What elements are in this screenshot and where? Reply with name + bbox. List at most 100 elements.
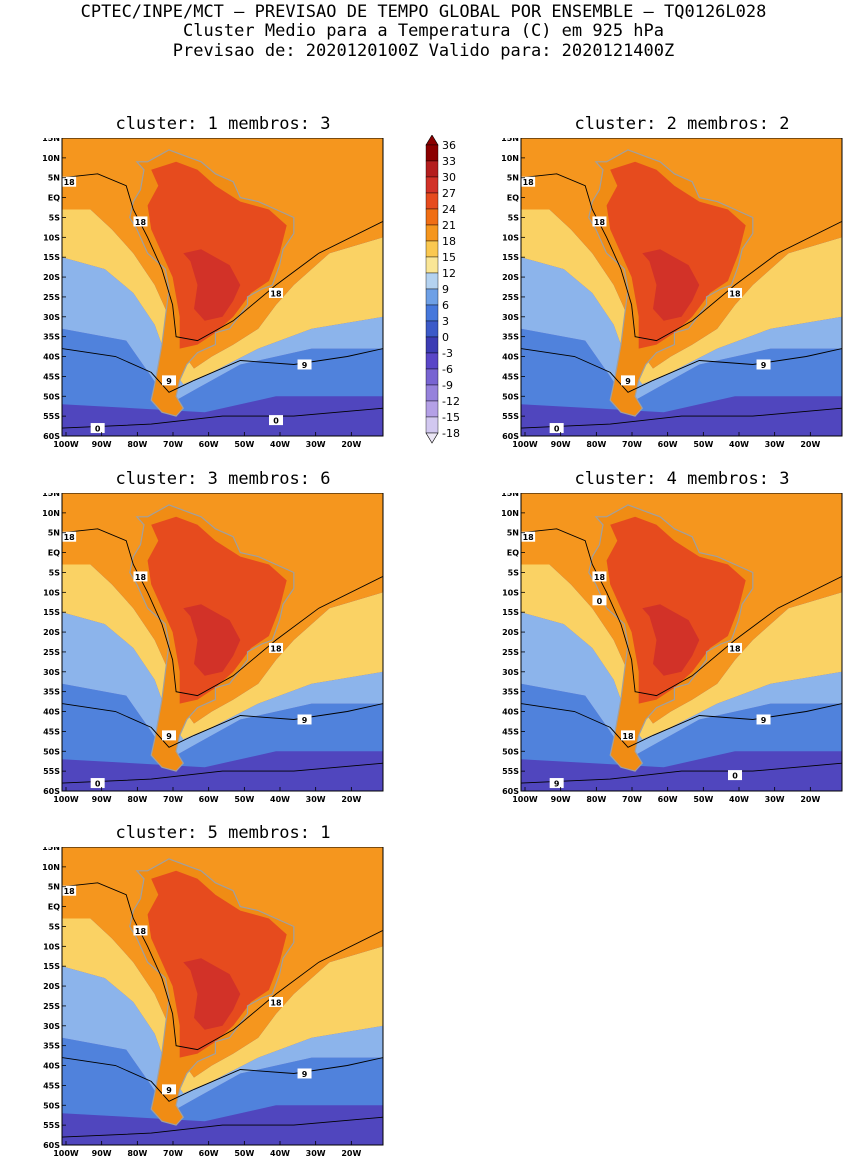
lat-tick-label: 15S: [43, 253, 60, 262]
contour-line-0: [520, 762, 843, 784]
lat-tick-label: EQ: [48, 549, 60, 558]
hot-core-region: [183, 249, 241, 321]
lat-tick-label: 25S: [43, 648, 60, 657]
contour-label: 0: [95, 780, 101, 789]
lon-tick-label: 70W: [163, 440, 183, 449]
lat-tick-label: 30S: [43, 668, 60, 677]
contour-label: 18: [64, 533, 76, 542]
lat-tick-label: 15N: [501, 493, 519, 498]
lon-tick-label: 40W: [729, 795, 749, 804]
warm-land-region: [147, 870, 287, 1058]
lat-tick-label: 15N: [42, 493, 60, 498]
lon-tick-label: 90W: [551, 795, 571, 804]
lon-tick-label: 70W: [622, 795, 642, 804]
map-panel-cluster-4: 18 18 18 18 9 9 0 0 15N 10N 5N EQ 5S 10S 15S 20S 25S 30S 3…: [491, 493, 847, 807]
lat-tick-label: 25S: [502, 293, 519, 302]
lat-tick-label: 60S: [502, 787, 519, 796]
lon-tick-label: 60W: [199, 795, 219, 804]
lat-tick-label: 5S: [49, 213, 61, 222]
contour-line-18: [520, 528, 843, 697]
lat-tick-label: 40S: [43, 1062, 60, 1071]
lon-tick-label: 50W: [693, 795, 713, 804]
lat-tick-label: 15S: [502, 608, 519, 617]
contour-label: 9: [302, 1070, 308, 1079]
lat-tick-label: 60S: [43, 1141, 60, 1150]
lat-tick-label: 15S: [43, 962, 60, 971]
colorbar-label: 24: [442, 203, 456, 216]
lat-tick-label: 20S: [502, 273, 519, 282]
contour-line-18: [520, 173, 843, 342]
contour-label: 18: [135, 218, 147, 227]
contour-label: 18: [270, 644, 282, 653]
coastline: [129, 149, 295, 417]
contour-line-0: [61, 762, 384, 784]
lat-tick-label: 50S: [502, 392, 519, 401]
colorbar-label: 33: [442, 155, 456, 168]
lat-tick-label: 20S: [43, 628, 60, 637]
lat-tick-label: 10N: [501, 509, 519, 518]
panel-title: cluster: 5 membros: 1: [115, 823, 331, 843]
colorbar-label: 36: [442, 139, 456, 152]
lat-tick-label: 60S: [43, 787, 60, 796]
lat-tick-label: 20S: [43, 273, 60, 282]
panel-title: cluster: 2 membros: 2: [574, 114, 790, 134]
lat-tick-label: 20S: [502, 628, 519, 637]
hot-core-region: [183, 958, 241, 1030]
colorbar-swatch: [425, 320, 439, 338]
lon-tick-label: 20W: [800, 440, 820, 449]
contour-label: 0: [554, 425, 560, 434]
lat-tick-label: 30S: [502, 313, 519, 322]
main-title: CPTEC/INPE/MCT – PREVISAO DE TEMPO GLOBA…: [80, 2, 767, 22]
panel-title: cluster: 3 membros: 6: [115, 469, 331, 489]
contour-label: 9: [761, 716, 767, 725]
warm-land-region: [606, 516, 746, 704]
lat-tick-label: 10S: [502, 588, 519, 597]
colorbar-arrow-top: [425, 135, 439, 146]
lat-tick-label: 35S: [43, 333, 60, 342]
contour-label: 18: [729, 289, 741, 298]
colorbar-label: 6: [442, 299, 449, 312]
lat-tick-label: 50S: [43, 1101, 60, 1110]
contour-line-0: [520, 407, 843, 429]
lon-tick-label: 20W: [341, 1149, 361, 1158]
colorbar-swatch: [425, 352, 439, 370]
lat-tick-label: 5S: [49, 568, 61, 577]
contour-label: 18: [64, 178, 76, 187]
lat-tick-label: 25S: [502, 648, 519, 657]
lon-tick-label: 20W: [341, 795, 361, 804]
lon-tick-label: 90W: [92, 1149, 112, 1158]
lat-tick-label: 10S: [43, 588, 60, 597]
lat-tick-label: 55S: [502, 767, 519, 776]
hot-core-region: [183, 604, 241, 676]
lat-tick-label: 10S: [502, 233, 519, 242]
lon-tick-label: 50W: [234, 795, 254, 804]
contour-line-0: [61, 407, 384, 429]
colorbar-swatch: [425, 416, 439, 434]
lon-tick-label: 80W: [127, 440, 147, 449]
colorbar-swatch: [425, 208, 439, 226]
coastline: [129, 858, 295, 1126]
contour-label: 18: [270, 289, 282, 298]
hot-core-region: [642, 604, 700, 676]
colorbar-label: 12: [442, 267, 456, 280]
contour-label: 0: [732, 772, 738, 781]
lon-tick-label: 100W: [53, 795, 79, 804]
panel-title: cluster: 1 membros: 3: [115, 114, 331, 134]
lat-tick-label: EQ: [507, 549, 519, 558]
contour-line-9: [61, 348, 384, 393]
lon-tick-label: 80W: [586, 795, 606, 804]
colorbar-label: 9: [442, 283, 449, 296]
panel-title: cluster: 4 membros: 3: [574, 469, 790, 489]
contour-line-0: [61, 1116, 384, 1138]
lon-tick-label: 90W: [551, 440, 571, 449]
colorbar-swatch: [425, 304, 439, 322]
lat-tick-label: 55S: [43, 767, 60, 776]
coastline: [129, 504, 295, 772]
colorbar-label: -15: [442, 411, 460, 424]
contour-label: 18: [135, 573, 147, 582]
lat-tick-label: 10S: [43, 233, 60, 242]
lat-tick-label: 35S: [43, 688, 60, 697]
contour-line-9: [61, 703, 384, 748]
lat-tick-label: 10N: [42, 863, 60, 872]
contour-label: 9: [302, 716, 308, 725]
